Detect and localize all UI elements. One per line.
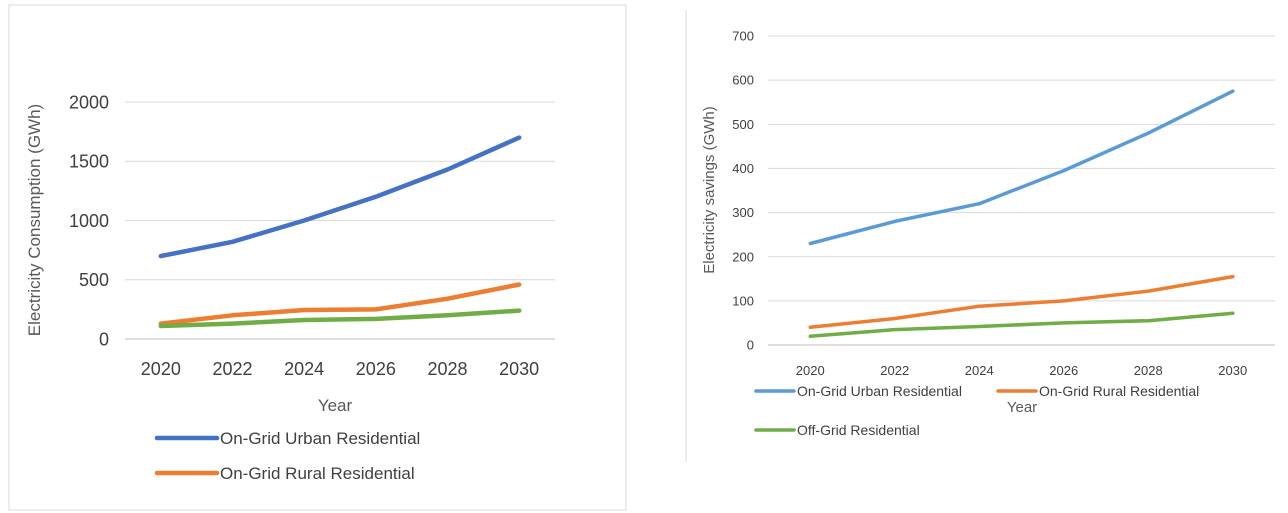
c1-x-tick-label: 2030 xyxy=(499,359,539,379)
c1-x-tick-label: 2026 xyxy=(356,359,396,379)
c1-legend-label: On-Grid Urban Residential xyxy=(220,429,420,448)
c2-y-tick-label: 700 xyxy=(732,29,754,44)
savings-gridlines xyxy=(768,35,1275,346)
c1-series-line-1 xyxy=(158,135,522,259)
c2-series-line-1 xyxy=(808,89,1235,246)
c2-x-tick-label: 2026 xyxy=(1049,363,1078,378)
c2-y-tick-label: 200 xyxy=(732,249,754,264)
c1-series-line-3 xyxy=(158,308,522,329)
c2-y-tick-label: 100 xyxy=(732,293,754,308)
c2-series-line-3 xyxy=(808,311,1235,338)
c1-x-tick-label: 2020 xyxy=(141,359,181,379)
consumption-chart-frame xyxy=(8,4,627,511)
c2-x-tick-label: 2030 xyxy=(1218,363,1247,378)
c2-legend-label: Off-Grid Residential xyxy=(797,422,920,438)
savings-legend: On-Grid Urban Residential On-Grid Rural R… xyxy=(754,383,1199,438)
consumption-x-ticks: 2020 2022 2024 2026 2028 2030 xyxy=(141,359,539,379)
c2-series-line-2 xyxy=(808,274,1235,330)
consumption-gridlines xyxy=(125,101,555,340)
consumption-y-ticks: 0 500 1000 1500 2000 xyxy=(69,92,109,349)
consumption-chart: 0 500 1000 1500 2000 2020 2022 2024 2026 2028 203… xyxy=(8,4,627,511)
c2-legend-item: On-Grid Rural Residential xyxy=(996,383,1199,399)
consumption-x-axis-label: Year xyxy=(318,396,353,415)
c1-legend-item: On-Grid Urban Residential xyxy=(154,429,420,448)
c1-x-tick-label: 2022 xyxy=(212,359,252,379)
consumption-series xyxy=(158,135,522,329)
c2-legend-item: On-Grid Urban Residential xyxy=(754,383,962,399)
c1-y-tick-label: 2000 xyxy=(69,92,109,112)
c2-legend-label: On-Grid Urban Residential xyxy=(797,383,962,399)
c2-legend-label: On-Grid Rural Residential xyxy=(1039,383,1199,399)
consumption-y-axis-label: Electricity Consumption (GWh) xyxy=(25,104,44,336)
c2-x-tick-label: 2020 xyxy=(796,363,825,378)
c2-x-tick-label: 2028 xyxy=(1134,363,1163,378)
c1-series-line-2 xyxy=(158,282,522,326)
c1-legend-label: On-Grid Rural Residential xyxy=(220,464,415,483)
savings-x-axis-label: Year xyxy=(1007,399,1037,416)
c1-x-tick-label: 2028 xyxy=(427,359,467,379)
savings-series xyxy=(808,89,1235,338)
c2-x-tick-label: 2022 xyxy=(880,363,909,378)
c2-y-tick-label: 400 xyxy=(732,161,754,176)
consumption-legend: On-Grid Urban Residential On-Grid Rural R… xyxy=(154,429,420,483)
savings-y-ticks: 0 100 200 300 400 500 600 700 xyxy=(732,29,754,353)
c1-y-tick-label: 1000 xyxy=(69,211,109,231)
c1-y-tick-label: 1500 xyxy=(69,152,109,172)
c1-y-tick-label: 0 xyxy=(99,329,109,349)
c2-y-tick-label: 500 xyxy=(732,117,754,132)
c2-x-tick-label: 2024 xyxy=(965,363,994,378)
c2-y-tick-label: 600 xyxy=(732,73,754,88)
savings-x-ticks: 2020 2022 2024 2026 2028 2030 xyxy=(796,363,1247,378)
c2-y-tick-label: 0 xyxy=(747,338,754,353)
c2-legend-item: Off-Grid Residential xyxy=(754,422,920,438)
c1-legend-item: On-Grid Rural Residential xyxy=(154,464,415,483)
c1-y-tick-label: 500 xyxy=(79,270,109,290)
c2-y-tick-label: 300 xyxy=(732,205,754,220)
c1-x-tick-label: 2024 xyxy=(284,359,324,379)
savings-y-axis-label: Electricity savings (GWh) xyxy=(701,106,718,274)
